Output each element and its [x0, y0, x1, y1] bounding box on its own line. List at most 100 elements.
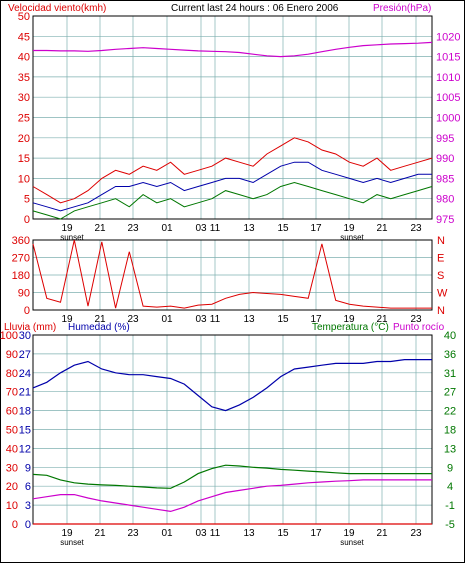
temperature-y-tick-label: 27 [444, 387, 456, 399]
pressure-y-tick-label: 1000 [436, 113, 460, 125]
humidity-axis-title: Humedad (%) [68, 322, 130, 333]
wind-sunset-label: sunset [60, 233, 84, 242]
hum-x-tick-label: 19 [61, 528, 73, 539]
wind-series-line-magenta [33, 41, 433, 58]
wind-series-line-blue [32, 161, 432, 212]
hum-x-tick-label: 17 [310, 528, 322, 539]
wind-sunset-label: sunset [340, 233, 364, 242]
direction-y-tick-label: 360 [12, 235, 30, 247]
pressure-y-tick-label: 1020 [436, 31, 460, 43]
compass-label: N [437, 235, 445, 247]
temperature-y-tick-label: 31 [444, 368, 456, 380]
rain-y-tick-label: 50 [6, 425, 18, 437]
direction-plot-frame [32, 239, 433, 311]
dir-x-tick-label: 23 [127, 314, 139, 325]
wind-y-tick-label: 15 [18, 153, 30, 165]
hum-sunset-label: sunset [340, 538, 364, 547]
chart-title: Current last 24 hours : 06 Enero 2006 [171, 3, 339, 14]
wind-x-tick-label: 11 [210, 223, 221, 234]
direction-y-tick-label: 270 [12, 253, 30, 265]
wind-x-tick-label: 13 [243, 223, 255, 234]
wind-plot-frame [32, 15, 433, 220]
compass-label: N [437, 305, 445, 317]
rain-y-tick-label: 100 [0, 330, 18, 342]
hum-x-tick-label: 19 [343, 528, 355, 539]
dir-x-tick-label: 13 [243, 314, 255, 325]
humidity-y-tick-label: 27 [19, 349, 31, 361]
wind-y-tick-label: 0 [24, 214, 30, 226]
dir-x-tick-label: 21 [376, 314, 388, 325]
temperature-y-tick-label: -1 [445, 500, 455, 512]
wind-y-tick-label: 25 [18, 113, 30, 125]
hum-x-tick-label: 03 [195, 528, 207, 539]
temperature-y-tick-label: 22 [444, 406, 456, 418]
dir-x-tick-label: 03 [195, 314, 207, 325]
pressure-y-tick-label: 985 [436, 173, 454, 185]
hum-x-tick-label: 13 [243, 528, 255, 539]
temperature-axis-title: Temperatura (°C) [312, 322, 389, 333]
dir-x-tick-label: 21 [94, 314, 106, 325]
rain-y-tick-label: 80 [6, 368, 18, 380]
dir-x-tick-label: 23 [410, 314, 422, 325]
rain-y-tick-label: 90 [6, 349, 18, 361]
temperature-y-tick-label: 9 [447, 462, 453, 474]
dir-x-tick-label: 17 [310, 314, 322, 325]
direction-y-tick-label: 0 [24, 305, 30, 317]
pressure-y-tick-label: 1005 [436, 92, 460, 104]
humidity-series-line-green [32, 464, 432, 489]
wind-x-tick-label: 17 [310, 223, 322, 234]
wind-speed-axis-title: Velocidad viento(kmh) [8, 3, 106, 14]
dir-x-tick-label: 19 [61, 314, 73, 325]
rain-y-tick-label: 10 [6, 500, 18, 512]
temperature-y-tick-label: 36 [444, 349, 456, 361]
humidity-y-tick-label: 24 [19, 368, 31, 380]
dewpoint-axis-title: Punto rocío [393, 322, 445, 333]
dir-x-tick-label: 15 [277, 314, 289, 325]
rain-y-tick-label: 30 [6, 462, 18, 474]
wind-series-line-red [32, 137, 433, 204]
humidity-y-tick-label: 12 [19, 443, 31, 455]
hum-x-tick-label: 11 [210, 528, 221, 539]
hum-x-tick-label: 15 [277, 528, 289, 539]
wind-series-line-green [32, 181, 433, 220]
humidity-y-tick-label: 3 [25, 500, 31, 512]
wind-y-tick-label: 30 [18, 92, 30, 104]
rain-y-tick-label: 40 [6, 443, 18, 455]
direction-y-tick-label: 90 [18, 288, 30, 300]
rain-y-tick-label: 60 [6, 406, 18, 418]
hum-x-tick-label: 21 [94, 528, 106, 539]
humidity-y-tick-label: 18 [19, 406, 31, 418]
temperature-y-tick-label: 18 [444, 425, 456, 437]
compass-label: E [437, 253, 444, 265]
pressure-y-tick-label: 1015 [436, 52, 460, 64]
rain-y-tick-label: 0 [12, 519, 18, 531]
hum-x-tick-label: 21 [376, 528, 388, 539]
dir-x-tick-label: 01 [161, 314, 173, 325]
humidity-y-tick-label: 30 [19, 330, 31, 342]
wind-y-tick-label: 10 [18, 173, 30, 185]
compass-label: W [437, 288, 448, 300]
humidity-series-line-magenta [32, 479, 432, 513]
hum-sunset-label: sunset [60, 538, 84, 547]
rain-y-tick-label: 70 [6, 387, 18, 399]
direction-series-line [32, 239, 432, 309]
wind-x-tick-label: 21 [376, 223, 388, 234]
wind-x-tick-label: 03 [195, 223, 207, 234]
rain-axis-title: Lluvia (mm) [4, 322, 56, 333]
humidity-y-tick-label: 15 [19, 425, 31, 437]
humidity-y-tick-label: 0 [25, 519, 31, 531]
wind-y-tick-label: 35 [18, 72, 30, 84]
pressure-y-tick-label: 995 [436, 133, 454, 145]
direction-y-tick-label: 180 [12, 270, 30, 282]
wind-x-tick-label: 21 [94, 223, 106, 234]
hum-x-tick-label: 01 [161, 528, 173, 539]
wind-x-tick-label: 19 [343, 223, 355, 234]
humidity-y-tick-label: 21 [19, 387, 31, 399]
wind-x-tick-label: 23 [410, 223, 422, 234]
pressure-y-tick-label: 1010 [436, 72, 460, 84]
pressure-y-tick-label: 975 [436, 214, 454, 226]
dir-x-tick-label: 11 [210, 314, 221, 325]
wind-x-tick-label: 01 [161, 223, 173, 234]
